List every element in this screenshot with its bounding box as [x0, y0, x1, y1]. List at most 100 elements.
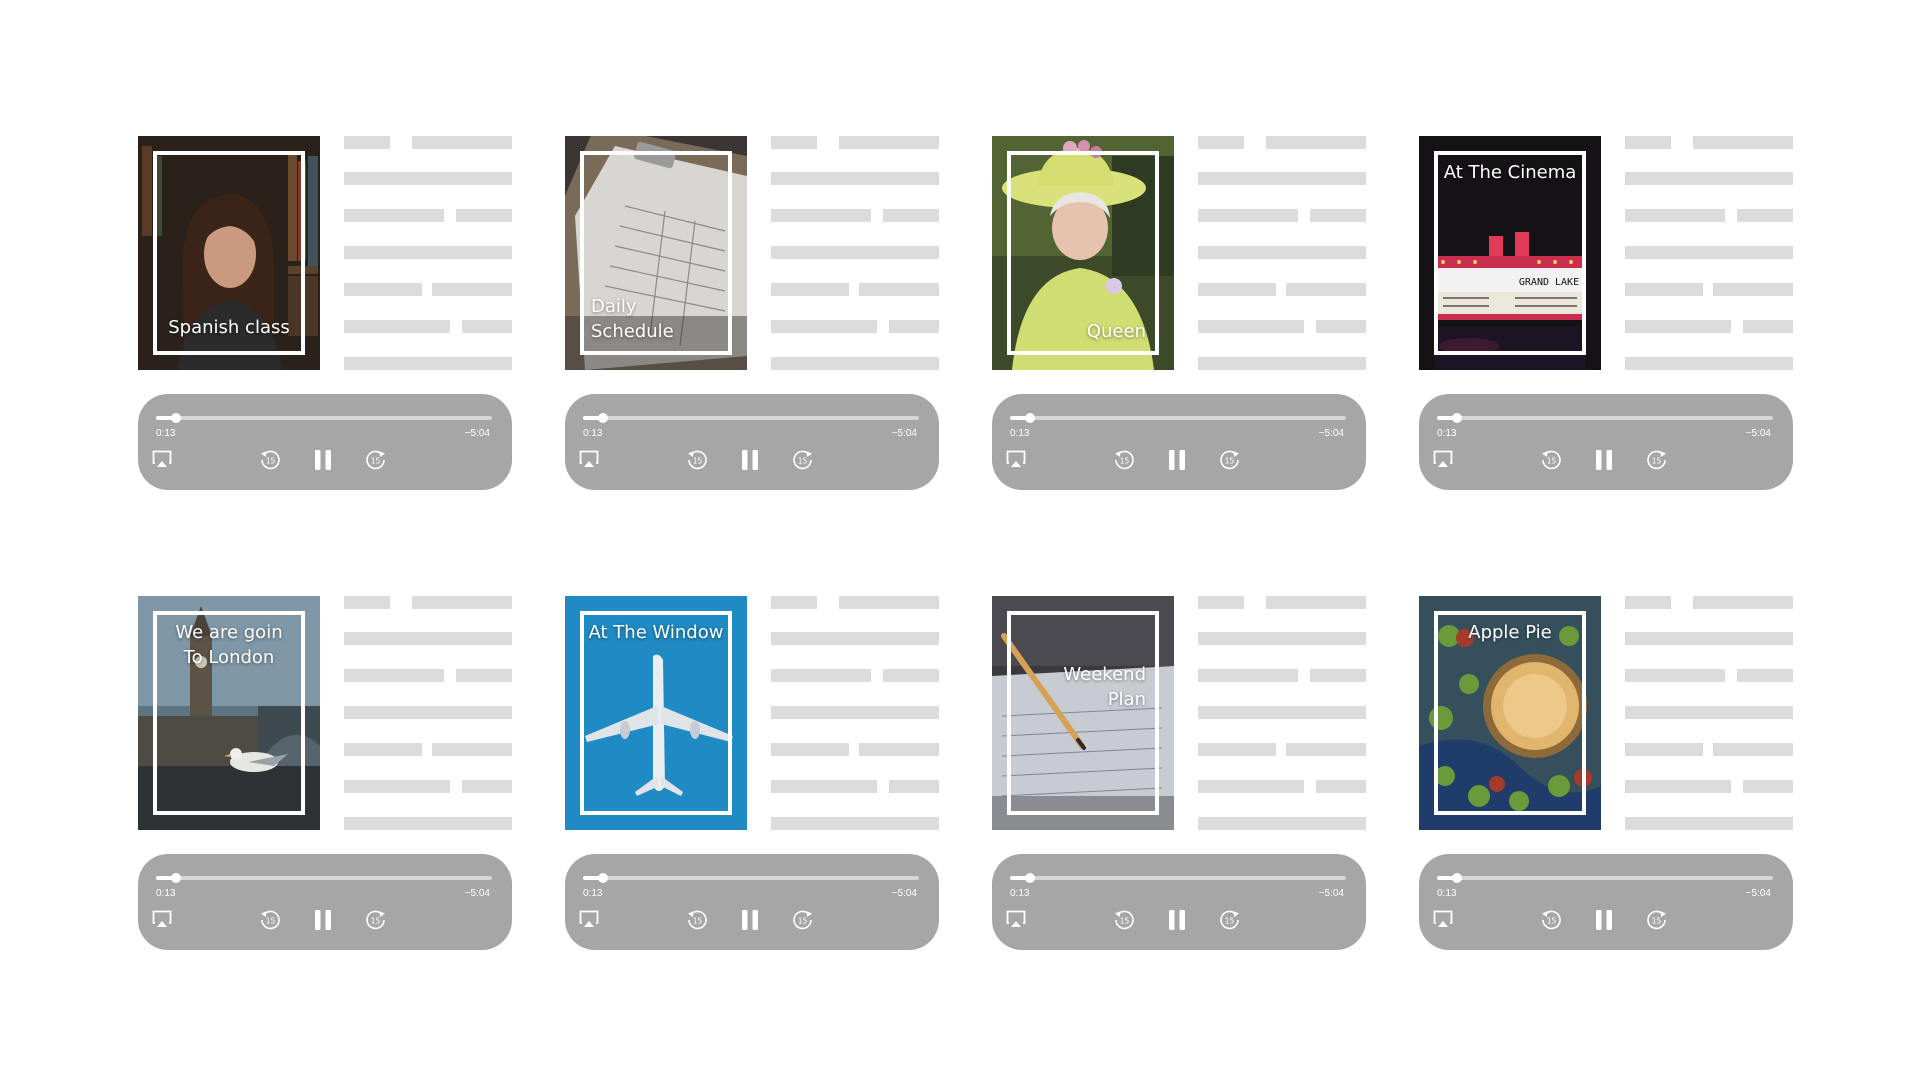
episode-cover[interactable]: GRAND LAKE At The Cinema — [1419, 136, 1601, 370]
airplay-icon[interactable] — [1006, 450, 1026, 468]
episode-cover[interactable]: At The Window — [565, 596, 747, 830]
cover-photo-theater-marquee: GRAND LAKE — [1419, 136, 1601, 370]
airplay-icon[interactable] — [579, 450, 599, 468]
skip-back-15-icon[interactable]: 15 — [686, 449, 708, 471]
progress-knob[interactable] — [1025, 873, 1036, 883]
cover-photo-clipboard — [565, 136, 747, 370]
progress-bar[interactable] — [156, 873, 492, 883]
skip-forward-15-icon[interactable]: 15 — [792, 449, 814, 471]
skip-forward-15-icon[interactable]: 15 — [365, 909, 387, 931]
progress-bar[interactable] — [583, 873, 919, 883]
audio-player: 0:13 −5:04 15 15 — [565, 854, 939, 950]
airplay-icon[interactable] — [152, 910, 172, 928]
remaining-time: −5:04 — [1745, 428, 1771, 439]
progress-knob[interactable] — [1452, 873, 1463, 883]
svg-text:15: 15 — [1120, 917, 1130, 926]
skip-back-15-icon[interactable]: 15 — [1540, 909, 1562, 931]
elapsed-time: 0:13 — [1010, 428, 1030, 439]
svg-text:15: 15 — [266, 457, 276, 466]
text-placeholder — [771, 136, 939, 370]
pause-button[interactable] — [1594, 909, 1614, 931]
skip-forward-15-icon[interactable]: 15 — [1219, 449, 1241, 471]
skip-back-15-icon[interactable]: 15 — [259, 449, 281, 471]
progress-knob[interactable] — [1025, 413, 1036, 423]
svg-text:15: 15 — [1652, 457, 1662, 466]
skip-back-15-icon[interactable]: 15 — [259, 909, 281, 931]
airplay-icon[interactable] — [1006, 910, 1026, 928]
skip-back-15-icon[interactable]: 15 — [1113, 449, 1135, 471]
episode-card: At The Window 0:13 −5:04 15 — [565, 596, 989, 1000]
skip-forward-15-icon[interactable]: 15 — [1646, 909, 1668, 931]
svg-text:15: 15 — [693, 917, 703, 926]
skip-forward-15-icon[interactable]: 15 — [792, 909, 814, 931]
episode-cover[interactable]: We are goin To London — [138, 596, 320, 830]
pause-button[interactable] — [740, 909, 760, 931]
cover-photo-airplane-blue-sky — [565, 596, 747, 830]
cover-photo-woman-in-library — [138, 136, 320, 370]
episode-title: We are goin To London — [175, 622, 283, 668]
skip-forward-15-icon[interactable]: 15 — [365, 449, 387, 471]
elapsed-time: 0:13 — [156, 428, 176, 439]
progress-bar[interactable] — [1010, 413, 1346, 423]
svg-text:15: 15 — [798, 457, 808, 466]
skip-back-15-icon[interactable]: 15 — [1113, 909, 1135, 931]
skip-back-15-icon[interactable]: 15 — [686, 909, 708, 931]
text-placeholder — [771, 596, 939, 830]
cover-frame — [1434, 151, 1586, 355]
progress-bar[interactable] — [583, 413, 919, 423]
progress-knob[interactable] — [171, 873, 182, 883]
progress-bar[interactable] — [1010, 873, 1346, 883]
airplay-icon[interactable] — [1433, 450, 1453, 468]
svg-text:GRAND LAKE: GRAND LAKE — [1519, 277, 1579, 288]
audio-player: 0:13 −5:04 15 15 — [1419, 854, 1793, 950]
svg-text:15: 15 — [798, 917, 808, 926]
pause-button[interactable] — [1167, 449, 1187, 471]
cover-frame — [153, 611, 305, 815]
airplay-icon[interactable] — [579, 910, 599, 928]
pause-button[interactable] — [740, 449, 760, 471]
progress-knob[interactable] — [598, 413, 609, 423]
episode-cover[interactable]: Queen — [992, 136, 1174, 370]
audio-player: 0:13 −5:04 15 15 — [138, 854, 512, 950]
cover-frame — [153, 151, 305, 355]
progress-bar[interactable] — [1437, 413, 1773, 423]
episode-title: Weekend Plan — [1063, 664, 1146, 710]
episode-title: Apple Pie — [1468, 622, 1552, 643]
cover-frame — [1007, 151, 1159, 355]
text-placeholder — [1625, 136, 1793, 370]
pause-button[interactable] — [313, 909, 333, 931]
remaining-time: −5:04 — [1318, 428, 1344, 439]
skip-forward-15-icon[interactable]: 15 — [1646, 449, 1668, 471]
pause-button[interactable] — [313, 449, 333, 471]
progress-knob[interactable] — [598, 873, 609, 883]
episode-card: Queen 0:13 −5:04 15 — [992, 136, 1416, 540]
episode-cover[interactable]: Weekend Plan — [992, 596, 1174, 830]
episode-title: Queen — [1086, 321, 1146, 342]
remaining-time: −5:04 — [1745, 888, 1771, 899]
audio-player: 0:13 −5:04 15 15 — [1419, 394, 1793, 490]
skip-forward-15-icon[interactable]: 15 — [1219, 909, 1241, 931]
svg-text:15: 15 — [266, 917, 276, 926]
episode-card: GRAND LAKE At The Cinema 0:13 −5:04 — [1419, 136, 1843, 540]
episode-cover[interactable]: Apple Pie — [1419, 596, 1601, 830]
skip-back-15-icon[interactable]: 15 — [1540, 449, 1562, 471]
progress-knob[interactable] — [171, 413, 182, 423]
progress-knob[interactable] — [1452, 413, 1463, 423]
elapsed-time: 0:13 — [156, 888, 176, 899]
episode-card: Spanish class 0:13 −5:04 15 — [138, 136, 562, 540]
episode-title: Spanish class — [168, 317, 290, 338]
pause-button[interactable] — [1167, 909, 1187, 931]
progress-bar[interactable] — [156, 413, 492, 423]
airplay-icon[interactable] — [1433, 910, 1453, 928]
remaining-time: −5:04 — [1318, 888, 1344, 899]
episode-cover[interactable]: Spanish class — [138, 136, 320, 370]
svg-text:15: 15 — [371, 917, 381, 926]
elapsed-time: 0:13 — [1437, 888, 1457, 899]
episode-title: At The Cinema — [1443, 162, 1577, 183]
text-placeholder — [344, 596, 512, 830]
episode-cover[interactable]: Daily Schedule — [565, 136, 747, 370]
pause-button[interactable] — [1594, 449, 1614, 471]
remaining-time: −5:04 — [891, 428, 917, 439]
airplay-icon[interactable] — [152, 450, 172, 468]
progress-bar[interactable] — [1437, 873, 1773, 883]
